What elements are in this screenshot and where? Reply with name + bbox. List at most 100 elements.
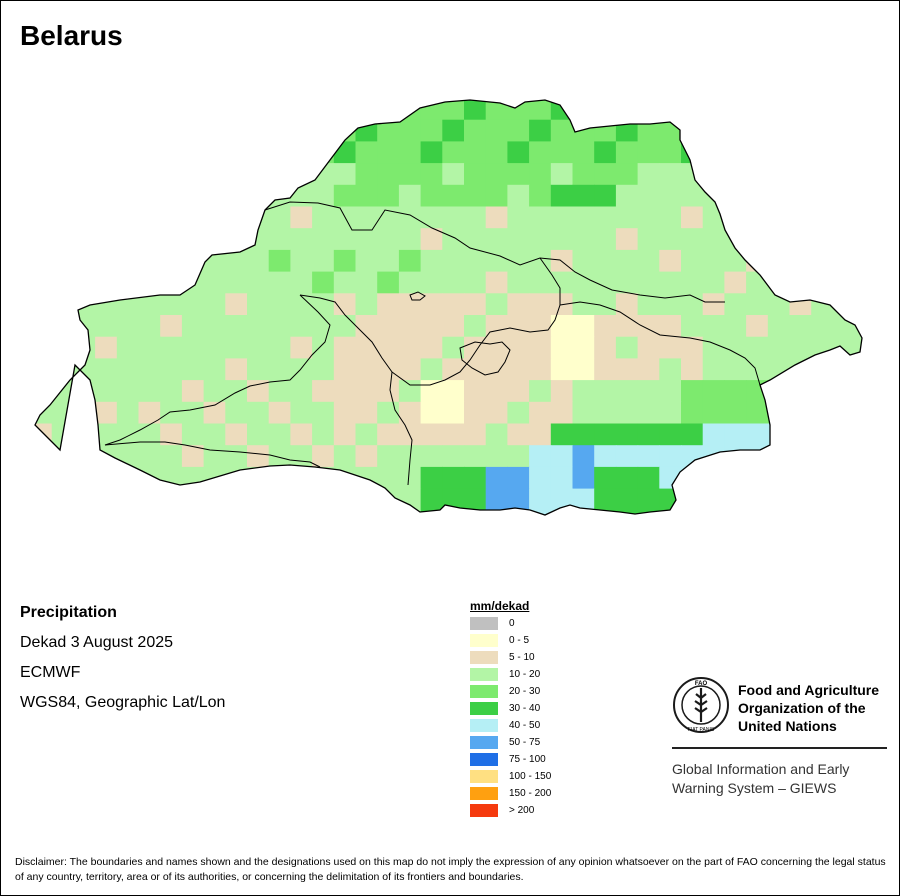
- grid-cell: [95, 100, 118, 121]
- grid-cell: [594, 206, 617, 229]
- grid-cell: [51, 336, 74, 359]
- grid-cell: [181, 466, 205, 490]
- grid-cell: [442, 315, 465, 338]
- grid-cell: [398, 401, 422, 425]
- grid-cell: [746, 141, 769, 164]
- grid-cell: [659, 336, 682, 359]
- grid-cell: [160, 249, 183, 273]
- grid-cell: [51, 358, 74, 381]
- grid-cell: [290, 510, 313, 515]
- grid-cell: [398, 510, 422, 515]
- grid-cell: [181, 249, 205, 273]
- grid-cell: [615, 206, 639, 229]
- grid-cell: [550, 510, 574, 515]
- grid-cell: [398, 336, 422, 359]
- grid-cell: [854, 206, 862, 229]
- grid-cell: [333, 228, 357, 251]
- grid-cell: [95, 423, 118, 446]
- grid-cell: [464, 466, 487, 490]
- grid-cell: [507, 380, 530, 403]
- grid-cell: [637, 184, 660, 208]
- grid-cell: [789, 466, 812, 490]
- grid-cell: [51, 271, 74, 294]
- grid-cell: [73, 271, 96, 294]
- grid-cell: [51, 510, 74, 515]
- grid-cell: [312, 141, 335, 164]
- grid-cell: [485, 445, 508, 468]
- grid-cell: [290, 228, 313, 251]
- grid-cell: [333, 380, 357, 403]
- grid-cell: [594, 488, 617, 511]
- legend-label: 50 - 75: [509, 737, 541, 748]
- grid-cell: [485, 141, 508, 164]
- grid-cell: [181, 119, 205, 142]
- grid-cell: [203, 271, 226, 294]
- grid-cell: [398, 163, 422, 186]
- grid-cell: [138, 401, 161, 425]
- grid-cell: [746, 249, 769, 273]
- grid-cell: [333, 249, 357, 273]
- grid-cell: [116, 163, 140, 186]
- grid-cell: [746, 401, 769, 425]
- grid-cell: [51, 100, 74, 121]
- grid-cell: [464, 163, 487, 186]
- grid-cell: [377, 532, 399, 550]
- grid-cell: [442, 271, 465, 294]
- disclaimer: Disclaimer: The boundaries and names sho…: [15, 856, 886, 883]
- grid-cell: [464, 206, 487, 229]
- legend-label: 10 - 20: [509, 669, 541, 680]
- grid-cell: [615, 271, 639, 294]
- grid-cell: [854, 380, 862, 403]
- grid-cell: [377, 163, 400, 186]
- grid-cell: [116, 141, 140, 164]
- grid-cell: [247, 249, 270, 273]
- grid-cell: [615, 315, 639, 338]
- grid-cell: [35, 100, 53, 121]
- grid-cell: [767, 315, 791, 338]
- grid-cell: [333, 184, 357, 208]
- grid-cell: [73, 336, 96, 359]
- grid-cell: [637, 141, 660, 164]
- grid-cell: [35, 510, 53, 515]
- grid-cell: [181, 315, 205, 338]
- grid-cell: [615, 423, 639, 446]
- grid-cell: [659, 401, 682, 425]
- grid-cell: [507, 532, 529, 550]
- grid-cell: [268, 445, 291, 468]
- grid-cell: [51, 466, 74, 490]
- grid-cell: [290, 488, 313, 511]
- legend-label: > 200: [509, 805, 535, 816]
- grid-cell: [203, 100, 226, 121]
- grid-cell: [572, 445, 595, 468]
- grid-cell: [485, 163, 508, 186]
- grid-cell: [73, 532, 95, 550]
- grid-cell: [333, 315, 357, 338]
- grid-cell: [550, 184, 574, 208]
- grid-cell: [615, 184, 639, 208]
- grid-cell: [767, 380, 791, 403]
- grid-cell: [789, 401, 812, 425]
- grid-cell: [398, 293, 422, 316]
- grid-cell: [507, 315, 530, 338]
- grid-cell: [420, 466, 443, 490]
- grid-cell: [116, 315, 140, 338]
- grid-cell: [333, 100, 357, 121]
- grid-cell: [116, 119, 140, 142]
- grid-cell: [181, 184, 205, 208]
- grid-cell: [637, 293, 660, 316]
- grid-cell: [399, 532, 421, 550]
- grid-cell: [789, 423, 812, 446]
- grid-cell: [507, 336, 530, 359]
- grid-cell: [35, 336, 53, 359]
- grid-cell: [333, 141, 357, 164]
- grid-cell: [377, 271, 400, 294]
- grid-cell: [333, 163, 357, 186]
- grid-cell: [529, 315, 552, 338]
- grid-cell: [30, 532, 52, 550]
- grid-cell: [225, 401, 248, 425]
- grid-cell: [138, 119, 161, 142]
- grid-cell: [225, 163, 248, 186]
- grid-cell: [724, 249, 747, 273]
- grid-cell: [160, 445, 183, 468]
- legend-label: 150 - 200: [509, 788, 552, 799]
